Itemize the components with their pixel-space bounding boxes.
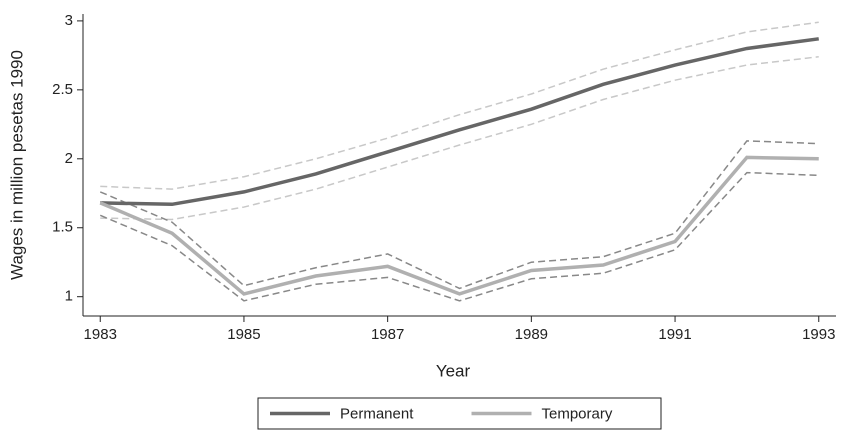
y-tick-label: 3 <box>65 12 73 29</box>
x-tick-label: 1983 <box>84 326 117 343</box>
band-line <box>100 56 819 221</box>
series-line <box>99 155 819 296</box>
legend-label: Permanent <box>340 405 414 422</box>
x-tick-label: 1993 <box>802 326 835 343</box>
band-line <box>99 171 819 302</box>
band-line <box>99 140 819 290</box>
y-tick-label: 2 <box>65 150 73 167</box>
x-tick-label: 1989 <box>515 326 548 343</box>
legend-label: Temporary <box>542 405 613 422</box>
x-axis-label: Year <box>436 361 471 380</box>
series-line <box>100 37 819 207</box>
x-tick-label: 1987 <box>371 326 404 343</box>
y-tick-label: 1 <box>65 288 73 305</box>
y-tick-label: 2.5 <box>52 81 73 98</box>
band-line <box>100 21 819 190</box>
x-tick-label: 1991 <box>658 326 691 343</box>
y-axis-label: Wages in million pesetas 1990 <box>7 50 26 280</box>
x-tick-label: 1985 <box>227 326 260 343</box>
y-tick-label: 1.5 <box>52 219 73 236</box>
